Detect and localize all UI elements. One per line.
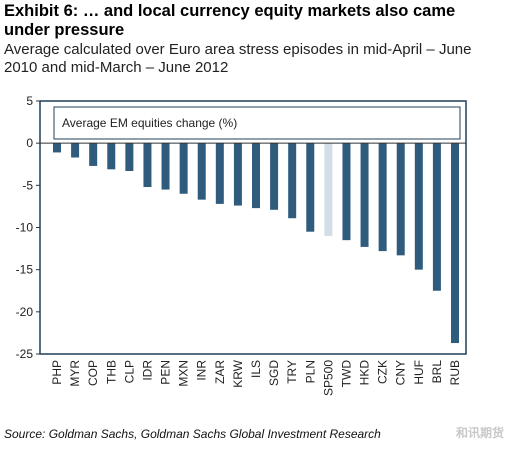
bar-hkd	[360, 143, 369, 247]
x-tick-label: MXN	[177, 360, 191, 387]
bar-clp	[125, 143, 134, 171]
x-tick-label: PEN	[159, 360, 173, 385]
bar-ils	[252, 143, 260, 209]
x-tick-label: ILS	[249, 360, 263, 378]
x-tick-label: CNY	[394, 360, 408, 385]
bar-inr	[197, 143, 206, 200]
y-tick-label: 0	[26, 136, 33, 150]
bar-czk	[378, 143, 387, 252]
source-note: Source: Goldman Sachs, Goldman Sachs Glo…	[4, 427, 381, 441]
bar-pen	[161, 143, 170, 190]
x-tick-label: BRL	[430, 360, 444, 384]
bar-pln	[306, 143, 315, 232]
bar-mxn	[179, 143, 188, 194]
x-tick-label: TRY	[285, 360, 299, 384]
bar-sgd	[270, 143, 279, 210]
y-tick-label: -15	[16, 263, 34, 277]
bar-try	[288, 143, 297, 219]
exhibit-title: Exhibit 6: … and local currency equity m…	[4, 2, 456, 39]
y-tick-label: 5	[26, 94, 33, 108]
x-tick-label: IDR	[140, 360, 154, 381]
watermark: 和讯期货	[455, 426, 504, 440]
x-tick-label: THB	[104, 360, 118, 384]
bar-twd	[342, 143, 351, 241]
x-tick-label: COP	[86, 360, 100, 386]
x-tick-label: PLN	[303, 360, 317, 383]
bar-sp500	[324, 143, 333, 236]
bar-rub	[451, 143, 459, 344]
x-tick-label: CZK	[376, 360, 390, 384]
y-axis: 5 0 -5 -10 -15 -20 -25	[16, 94, 40, 361]
legend-label: Average EM equities change (%)	[62, 116, 237, 130]
y-tick-label: -25	[16, 347, 34, 361]
x-tick-label: HUF	[412, 360, 426, 385]
x-tick-label: INR	[195, 360, 209, 381]
bar-zar	[215, 143, 224, 204]
bar-idr	[143, 143, 152, 188]
x-axis-labels: PHP MYR COP THB CLP IDR PEN MXN INR ZAR KRW ILS SGD T…	[50, 359, 462, 396]
bar-huf	[414, 143, 423, 270]
bars-group	[53, 143, 459, 344]
exhibit-subtitle: Average calculated over Euro area stress…	[4, 41, 472, 76]
bar-php	[53, 143, 61, 153]
x-tick-label: SGD	[267, 360, 281, 386]
x-tick-label: KRW	[231, 359, 245, 387]
x-tick-label: PHP	[50, 360, 64, 385]
x-tick-label: MYR	[68, 360, 82, 387]
bar-krw	[233, 143, 242, 206]
x-tick-label: HKD	[358, 360, 372, 386]
x-tick-label: RUB	[448, 360, 462, 385]
bar-cop	[89, 143, 98, 166]
y-tick-label: -20	[16, 305, 34, 319]
x-tick-label: CLP	[122, 360, 136, 383]
bar-myr	[71, 143, 80, 158]
x-tick-label: TWD	[339, 360, 353, 388]
x-tick-label: SP500	[321, 360, 335, 396]
legend-box	[53, 106, 461, 140]
bar-thb	[107, 143, 116, 170]
y-tick-label: -10	[16, 221, 34, 235]
bar-brl	[432, 143, 441, 291]
x-tick-label: ZAR	[213, 360, 227, 384]
y-tick-label: -5	[22, 178, 33, 192]
bar-cny	[396, 143, 405, 256]
